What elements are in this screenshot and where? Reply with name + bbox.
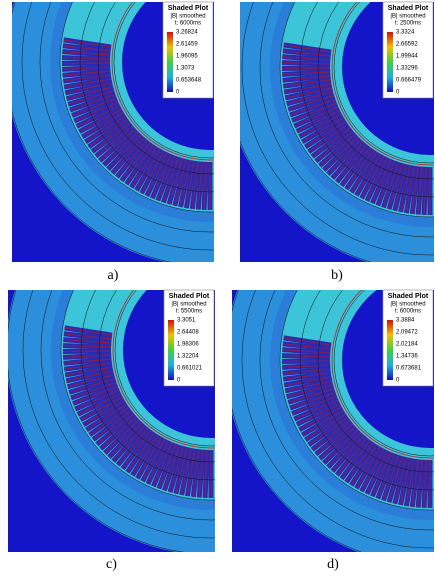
caption: a) <box>108 268 119 283</box>
caption: b) <box>331 268 343 283</box>
legend-value: 1.34736 <box>396 354 418 360</box>
color-bar <box>387 320 393 380</box>
legend-value: 1.32204 <box>177 354 199 360</box>
legend-value: 1.3073 <box>176 66 195 72</box>
legend-quantity: |B| smoothed <box>170 14 205 20</box>
legend-value: 1.99944 <box>396 54 418 60</box>
legend-value: 2.02184 <box>396 342 418 348</box>
legend-value: 1.33296 <box>396 66 418 72</box>
legend-quantity: |B| smoothed <box>171 302 206 308</box>
legend-value: 2.09472 <box>396 330 418 336</box>
legend-value: 0.653648 <box>176 78 202 84</box>
legend-quantity: |B| smoothed <box>390 14 425 20</box>
caption: c) <box>106 557 117 572</box>
legend-time: t: 2500ms <box>395 21 421 27</box>
legend-value: 2.61459 <box>176 42 198 48</box>
color-bar <box>387 32 393 92</box>
legend-value: 3.3051 <box>177 318 196 324</box>
legend-value: 2.66592 <box>396 42 418 48</box>
legend-time: t: 5500ms <box>176 309 202 315</box>
legend-value: 2.64408 <box>177 330 199 336</box>
color-bar <box>167 32 173 92</box>
legend-value: 1.98306 <box>177 342 199 348</box>
legend-value: 0.661021 <box>177 366 203 372</box>
legend-title: Shaded Plot <box>169 293 210 300</box>
legend-time: t: 6000ms <box>395 309 421 315</box>
legend-value: 0.673681 <box>396 366 422 372</box>
legend-value: 3.26824 <box>176 30 198 36</box>
legend-quantity: |B| smoothed <box>390 302 425 308</box>
legend-value: 0.666479 <box>396 78 422 84</box>
legend-value: 1.96095 <box>176 54 198 60</box>
legend-title: Shaded Plot <box>388 5 429 12</box>
caption: d) <box>327 557 339 572</box>
figure: Shaded Plot|B| smoothedt: 6000ms3.268242… <box>0 0 435 576</box>
legend-time: t: 6000ms <box>175 21 201 27</box>
legend-title: Shaded Plot <box>388 293 429 300</box>
legend-value: 3.3884 <box>396 318 415 324</box>
legend-value: 3.3324 <box>396 30 415 36</box>
color-bar <box>168 320 174 380</box>
legend-title: Shaded Plot <box>168 5 209 12</box>
